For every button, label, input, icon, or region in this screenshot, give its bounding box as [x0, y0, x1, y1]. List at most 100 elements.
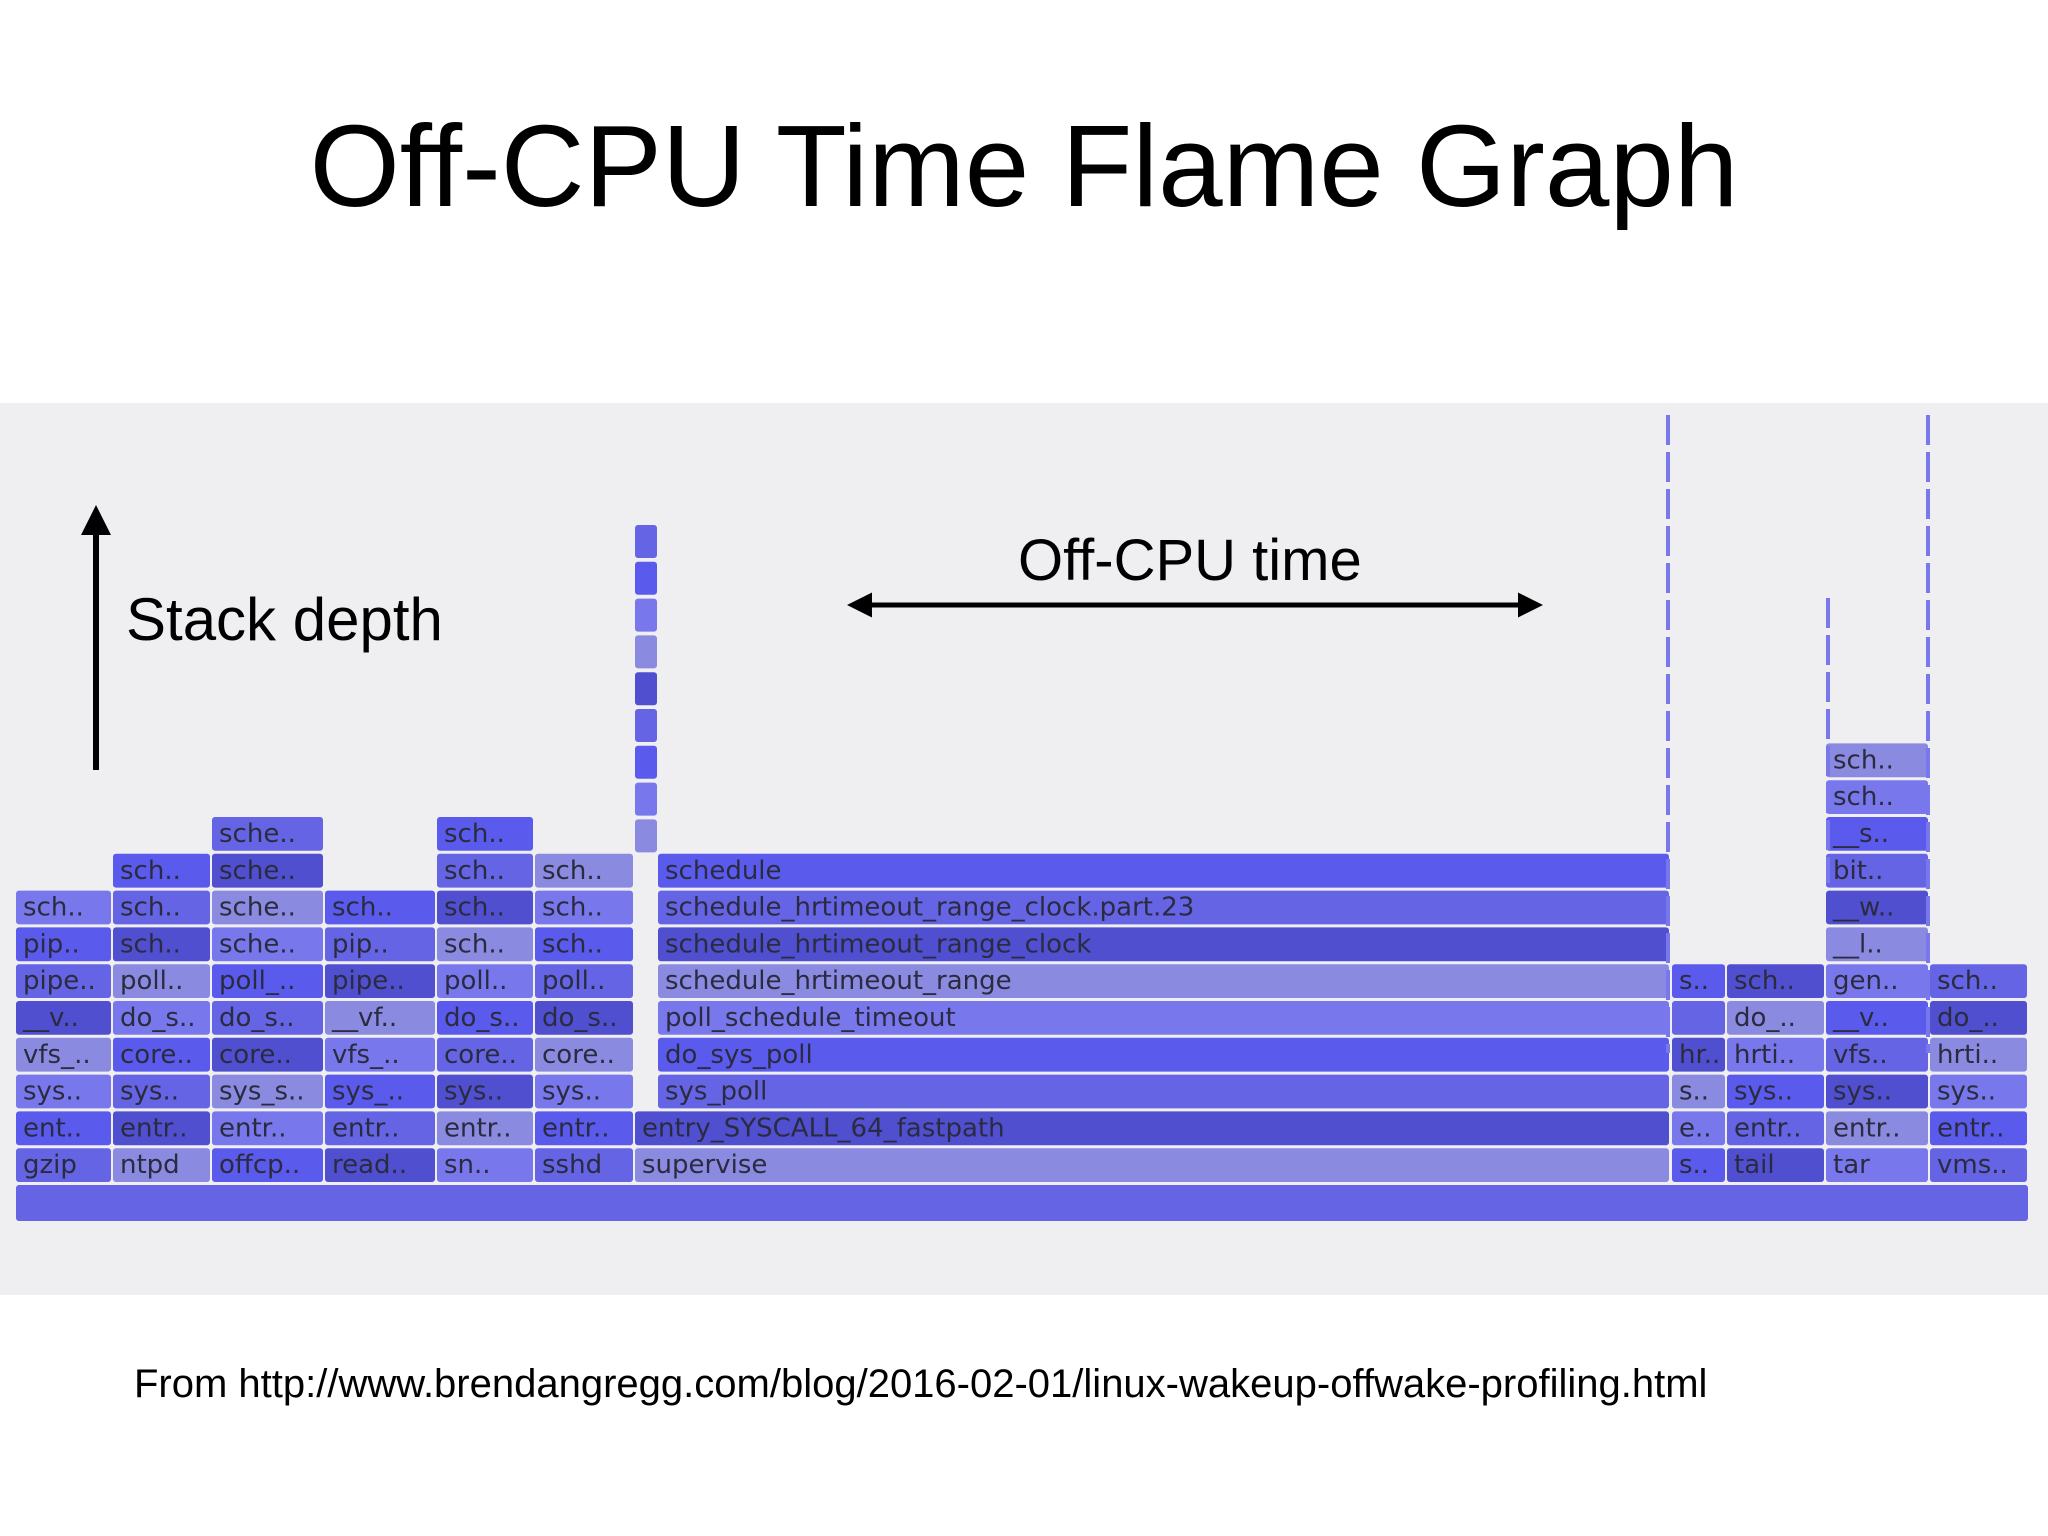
flame-frame[interactable]: sch.. [1826, 780, 1928, 814]
flame-frame-rect[interactable] [1727, 1074, 1824, 1109]
flame-frame[interactable]: schedule_hrtimeout_range [658, 964, 1669, 998]
flame-frame-rect[interactable] [1727, 1111, 1824, 1146]
flame-frame-rect[interactable] [1930, 1074, 2027, 1109]
flame-frame[interactable]: entr.. [1826, 1111, 1928, 1146]
flame-frame-rect[interactable] [212, 1111, 323, 1146]
flame-frame-rect[interactable] [437, 817, 533, 851]
flame-frame[interactable]: sch.. [437, 890, 533, 925]
flame-frame-rect[interactable] [437, 1111, 533, 1146]
flame-frame[interactable]: sys_poll [658, 1074, 1669, 1109]
flame-frame-rect[interactable] [1672, 1074, 1725, 1109]
flame-frame-rect[interactable] [325, 890, 435, 925]
flame-frame-rect[interactable] [325, 1111, 435, 1146]
flame-frame[interactable]: entr.. [1930, 1111, 2027, 1146]
flame-frame[interactable]: sch.. [1826, 743, 1928, 778]
flame-frame[interactable]: sch.. [437, 817, 533, 851]
flame-frame-rect[interactable] [1826, 890, 1928, 925]
flame-frame-rect[interactable] [1826, 1001, 1928, 1035]
flame-frame[interactable]: sch.. [113, 853, 210, 888]
flame-frame-rect[interactable] [1672, 964, 1725, 998]
flame-frame-thin[interactable] [635, 672, 657, 706]
flame-frame[interactable]: gen.. [1826, 964, 1928, 998]
flame-frame[interactable]: sys.. [437, 1074, 533, 1109]
flame-frame-rect[interactable] [113, 1001, 210, 1035]
flame-frame[interactable]: sch.. [535, 927, 633, 962]
flame-frame[interactable]: vfs_.. [16, 1037, 111, 1072]
flame-frame[interactable]: sch.. [535, 890, 633, 925]
flame-frame[interactable]: s.. [1672, 1148, 1725, 1182]
flame-frame-rect[interactable] [1826, 1111, 1928, 1146]
flame-frame[interactable]: tar [1826, 1148, 1928, 1182]
flame-frame[interactable]: sch.. [1727, 964, 1824, 998]
flame-frame[interactable]: sche.. [212, 927, 323, 962]
flame-frame-rect[interactable] [1826, 780, 1928, 814]
flame-frame[interactable]: sys_.. [325, 1074, 435, 1109]
flame-frame-rect[interactable] [437, 1074, 533, 1109]
flame-frame-thin[interactable] [635, 782, 657, 816]
flame-frame[interactable]: tail [1727, 1148, 1824, 1182]
flame-frame-rect[interactable] [212, 890, 323, 925]
flame-frame[interactable]: sch.. [113, 927, 210, 962]
flame-frame[interactable]: hr.. [1672, 1037, 1725, 1072]
flame-frame-rect[interactable] [212, 817, 323, 851]
flame-frame[interactable]: core.. [212, 1037, 323, 1072]
flame-frame[interactable]: sche.. [212, 817, 323, 851]
flame-frame[interactable]: ent.. [16, 1111, 111, 1146]
flame-frame[interactable]: sch.. [535, 853, 633, 888]
flame-frame-rect[interactable] [325, 1037, 435, 1072]
flame-frame[interactable]: supervise [635, 1148, 1669, 1182]
flame-frame[interactable]: do_.. [1727, 1001, 1824, 1035]
flame-frame[interactable]: hrti.. [1930, 1037, 2027, 1072]
flame-frame-rect[interactable] [212, 1148, 323, 1182]
flame-frame-rect[interactable] [535, 1037, 633, 1072]
flame-frame[interactable]: do_s.. [437, 1001, 533, 1035]
flame-frame[interactable]: poll.. [113, 964, 210, 998]
flame-frame-rect[interactable] [437, 1037, 533, 1072]
flame-frame[interactable]: __l.. [1826, 927, 1928, 962]
flame-frame[interactable]: schedule_hrtimeout_range_clock.part.23 [658, 890, 1669, 925]
flame-frame[interactable]: do_sys_poll [658, 1037, 1669, 1072]
flame-frame-rect[interactable] [113, 1111, 210, 1146]
flame-frame[interactable]: entr.. [1727, 1111, 1824, 1146]
flame-frame-rect[interactable] [325, 927, 435, 962]
flame-frame-rect[interactable] [212, 964, 323, 998]
flame-frame-rect[interactable] [1826, 853, 1928, 888]
flame-frame-rect[interactable] [535, 1074, 633, 1109]
flame-frame-rect[interactable] [325, 1074, 435, 1109]
flame-frame-rect[interactable] [1826, 1074, 1928, 1109]
flame-frame[interactable]: core.. [437, 1037, 533, 1072]
flame-frame[interactable]: sch.. [16, 890, 111, 925]
flame-frame[interactable]: e.. [1672, 1111, 1725, 1146]
flame-frame[interactable]: core.. [535, 1037, 633, 1072]
flame-frame-rect[interactable] [437, 890, 533, 925]
flame-frame[interactable]: pipe.. [16, 964, 111, 998]
flame-frame[interactable]: core.. [113, 1037, 210, 1072]
flame-frame-rect[interactable] [325, 1148, 435, 1182]
flame-frame-rect[interactable] [1826, 1148, 1928, 1182]
flame-frame-rect[interactable] [1930, 964, 2027, 998]
flame-frame[interactable]: offcp.. [212, 1148, 323, 1182]
flame-frame[interactable] [1672, 1001, 1725, 1035]
flame-frame[interactable]: schedule [658, 853, 1669, 888]
flame-frame-rect[interactable] [113, 853, 210, 888]
flame-frame-rect[interactable] [212, 927, 323, 962]
flame-frame[interactable]: schedule_hrtimeout_range_clock [658, 927, 1669, 962]
flame-frame[interactable]: entr.. [535, 1111, 633, 1146]
flame-frame[interactable]: vms.. [1930, 1148, 2027, 1182]
flame-frame-rect[interactable] [535, 1111, 633, 1146]
flame-frame-rect[interactable] [16, 890, 111, 925]
flame-frame-rect[interactable] [1672, 1111, 1725, 1146]
flame-frame[interactable]: __vf.. [325, 1001, 435, 1035]
flame-frame-rect[interactable] [437, 927, 533, 962]
flame-frame-rect[interactable] [635, 1148, 1669, 1182]
flame-frame-rect[interactable] [212, 853, 323, 888]
flame-frame-rect[interactable] [535, 964, 633, 998]
flame-frame-rect[interactable] [535, 1148, 633, 1182]
flame-frame[interactable]: sys.. [1727, 1074, 1824, 1109]
flame-frame-rect[interactable] [635, 1111, 1669, 1146]
flame-frame-rect[interactable] [535, 890, 633, 925]
flame-frame[interactable]: sn.. [437, 1148, 533, 1182]
flame-frame-rect[interactable] [1826, 817, 1928, 851]
flame-frame-rect[interactable] [658, 1074, 1669, 1109]
flame-frame-rect[interactable] [16, 1074, 111, 1109]
